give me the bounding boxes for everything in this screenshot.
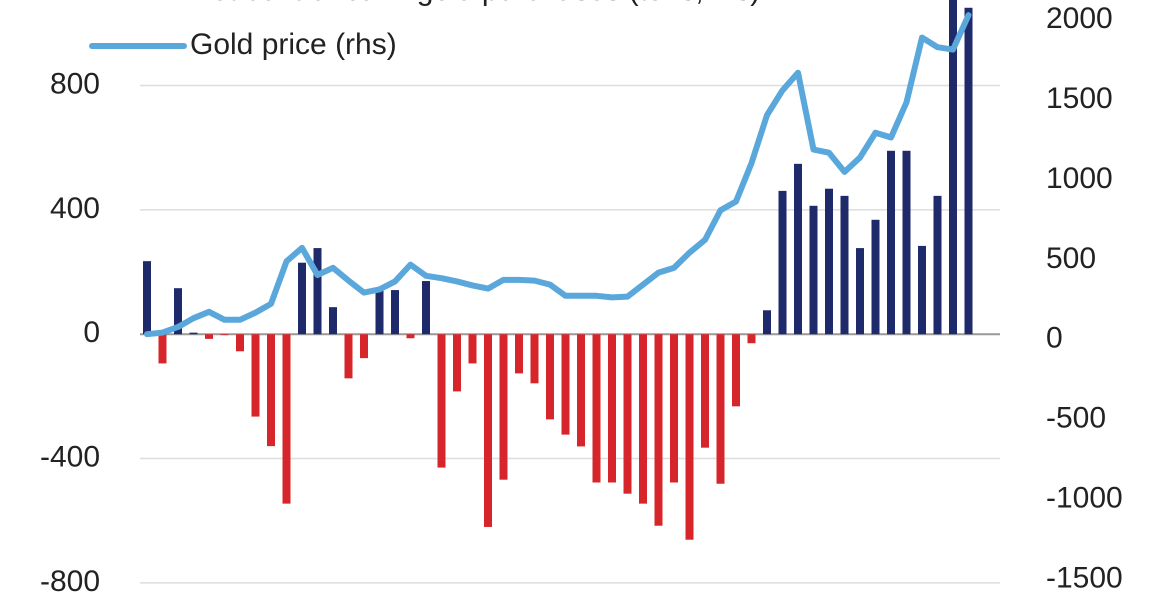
bar	[856, 248, 864, 335]
bar	[406, 334, 415, 339]
bar	[391, 290, 399, 335]
bar	[546, 334, 554, 420]
bar	[143, 261, 151, 335]
bar	[267, 334, 275, 447]
bar	[236, 334, 244, 352]
bar	[360, 334, 368, 359]
bar	[437, 334, 446, 468]
bar	[375, 290, 384, 335]
bar	[747, 334, 756, 344]
bar	[623, 334, 632, 494]
y-tick-label: 800	[50, 67, 100, 100]
bar	[298, 262, 306, 335]
bar	[422, 281, 430, 335]
bar	[530, 334, 539, 384]
y2-tick-label: -500	[1046, 402, 1106, 435]
bar	[933, 195, 942, 335]
bar	[794, 163, 802, 335]
bar	[778, 190, 787, 335]
bar	[809, 205, 818, 335]
bar	[887, 150, 895, 335]
bar	[158, 334, 167, 364]
bar	[949, 0, 957, 335]
bar	[964, 7, 973, 335]
bar	[561, 334, 570, 435]
bar	[701, 334, 709, 448]
bar	[592, 334, 601, 483]
bar	[174, 288, 182, 335]
y-tick-label: 400	[50, 192, 100, 225]
bar	[205, 334, 213, 339]
bar	[515, 334, 523, 374]
bar	[685, 334, 694, 540]
bar	[189, 332, 198, 335]
bar	[918, 245, 926, 335]
y2-tick-label: -1000	[1046, 482, 1123, 515]
y2-tick-label: 1000	[1046, 162, 1113, 195]
y-tick-label: -800	[40, 565, 100, 598]
bar	[608, 334, 616, 483]
bar	[902, 150, 911, 335]
bar	[840, 195, 849, 335]
bar	[329, 307, 337, 335]
bar	[282, 334, 291, 504]
bar	[763, 310, 771, 335]
bar	[670, 334, 678, 483]
y2-tick-label: 500	[1046, 242, 1096, 275]
legend-label: Gold price (rhs)	[190, 28, 397, 61]
bar	[313, 248, 322, 335]
bar	[468, 334, 477, 364]
price-line	[144, 12, 972, 338]
bar	[825, 188, 833, 335]
bar	[484, 334, 492, 527]
y2-tick-label: 0	[1046, 322, 1063, 355]
y-tick-label: 0	[83, 316, 100, 349]
bar	[577, 334, 585, 447]
bar	[716, 334, 725, 484]
y2-tick-label: 2000	[1046, 2, 1113, 35]
bar	[453, 334, 461, 392]
bar	[499, 334, 508, 480]
bar	[251, 334, 260, 417]
y2-tick-label: -1500	[1046, 562, 1123, 595]
y-tick-label: -400	[40, 440, 100, 473]
y2-tick-label: 1500	[1046, 82, 1113, 115]
bar	[639, 334, 647, 504]
bar	[220, 334, 229, 336]
legend-label: Net central bank gold purchases (tons, l…	[190, 0, 760, 7]
bar	[732, 334, 740, 407]
bar	[871, 219, 880, 335]
bar	[344, 334, 353, 379]
bar	[654, 334, 663, 526]
